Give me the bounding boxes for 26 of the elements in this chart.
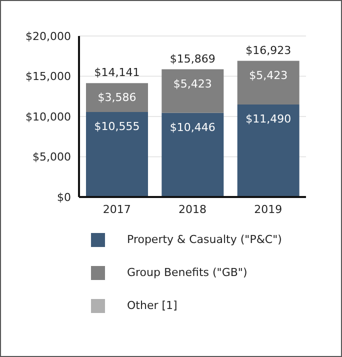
legend-label: Property & Casualty ("P&C") (127, 233, 282, 246)
y-tick-label: $0 (57, 190, 71, 204)
total-label: $16,923 (246, 44, 292, 57)
data-label: $3,586 (98, 91, 136, 104)
x-tick-label: 2017 (102, 202, 131, 216)
x-tick-label: 2018 (178, 202, 206, 216)
legend-label: Group Benefits ("GB") (127, 266, 248, 279)
data-label: $5,423 (249, 68, 288, 82)
bar (86, 112, 148, 197)
bar (237, 60, 300, 105)
total-label: $14,141 (94, 66, 140, 80)
y-tick-label: $10,000 (26, 110, 71, 124)
bar (86, 83, 148, 112)
bar (162, 69, 224, 113)
total-label: $15,869 (170, 52, 216, 66)
y-tick-label: $5,000 (32, 150, 71, 164)
y-tick-label: $20,000 (26, 30, 71, 43)
bar (162, 112, 224, 197)
data-label: $5,423 (173, 77, 212, 90)
data-label: $10,555 (94, 120, 140, 134)
data-label: $10,446 (170, 120, 216, 134)
bar (237, 104, 300, 197)
x-tick-label: 2019 (254, 202, 282, 216)
data-label: $11,490 (246, 112, 292, 126)
legend-label: Other [1] (127, 299, 178, 312)
y-tick-label: $15,000 (26, 70, 71, 84)
